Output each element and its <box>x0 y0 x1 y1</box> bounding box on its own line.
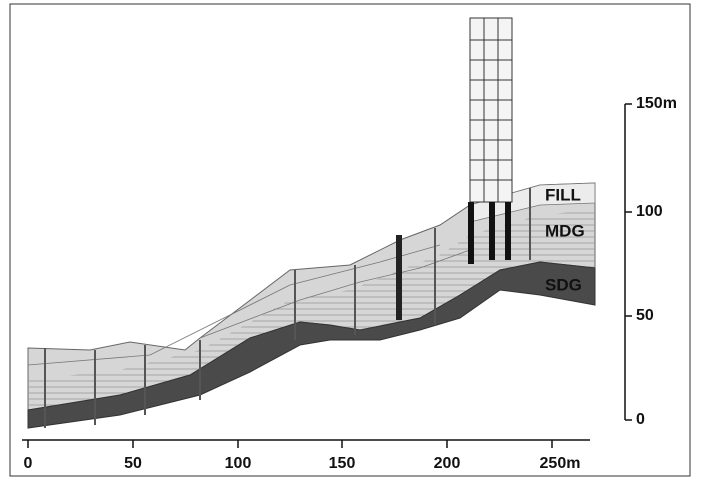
x-tick-label: 200 <box>434 455 461 472</box>
x-tick-label: 150 <box>329 455 356 472</box>
x-tick-label: 50 <box>124 455 142 472</box>
hatching <box>28 210 595 410</box>
y-tick-label: 0 <box>636 411 645 428</box>
x-tick-label: 0 <box>24 455 33 472</box>
y-tick-label: 50 <box>636 307 654 324</box>
sdg-layer <box>27 261 596 429</box>
layer-label: FILL <box>545 185 581 204</box>
layer-label: MDG <box>545 221 585 240</box>
retaining-pile <box>396 235 402 320</box>
boreholes <box>44 188 531 428</box>
layer-label: SDG <box>545 275 582 294</box>
y-tick-label: 150m <box>636 95 677 112</box>
axes <box>22 103 632 448</box>
slip-lines <box>199 249 471 339</box>
frame <box>9 3 691 477</box>
piles <box>468 202 511 264</box>
x-tick-label: 250m <box>540 455 581 472</box>
x-tick-label: 100 <box>225 455 252 472</box>
y-tick-label: 100 <box>636 203 663 220</box>
building <box>469 17 513 203</box>
